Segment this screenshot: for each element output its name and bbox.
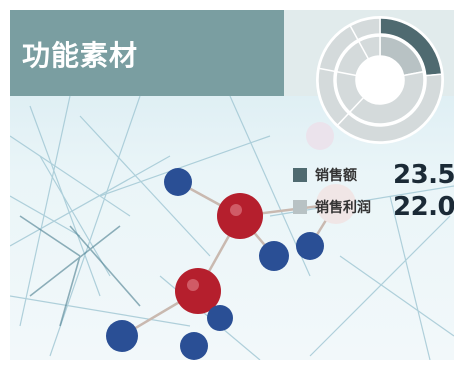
donut-outer-slice-1 xyxy=(317,17,443,143)
donut-divider-2 xyxy=(349,25,370,60)
legend-label-profit: 销售利润 xyxy=(315,200,371,216)
legend-value-sales: 23.5 xyxy=(393,160,454,190)
donut-inner-slice-1 xyxy=(335,35,425,125)
legend-item-sales: 销售额 23.5 % xyxy=(293,160,454,190)
donut-chart xyxy=(314,14,446,150)
legend-item-profit: 销售利润 22.0 % xyxy=(293,192,454,222)
legend-value-profit: 22.0 xyxy=(393,192,454,222)
legend-swatch-profit xyxy=(293,200,307,214)
page-title: 功能素材 xyxy=(22,39,139,72)
legend-swatch-sales xyxy=(293,168,307,182)
donut-divider-1 xyxy=(318,67,357,77)
card: 功能素材 xyxy=(10,10,454,360)
legend-label-sales: 销售额 xyxy=(315,168,357,184)
legend: 销售额 23.5 % 销售利润 22.0 % xyxy=(293,160,454,226)
donut-divider-0 xyxy=(337,96,365,126)
